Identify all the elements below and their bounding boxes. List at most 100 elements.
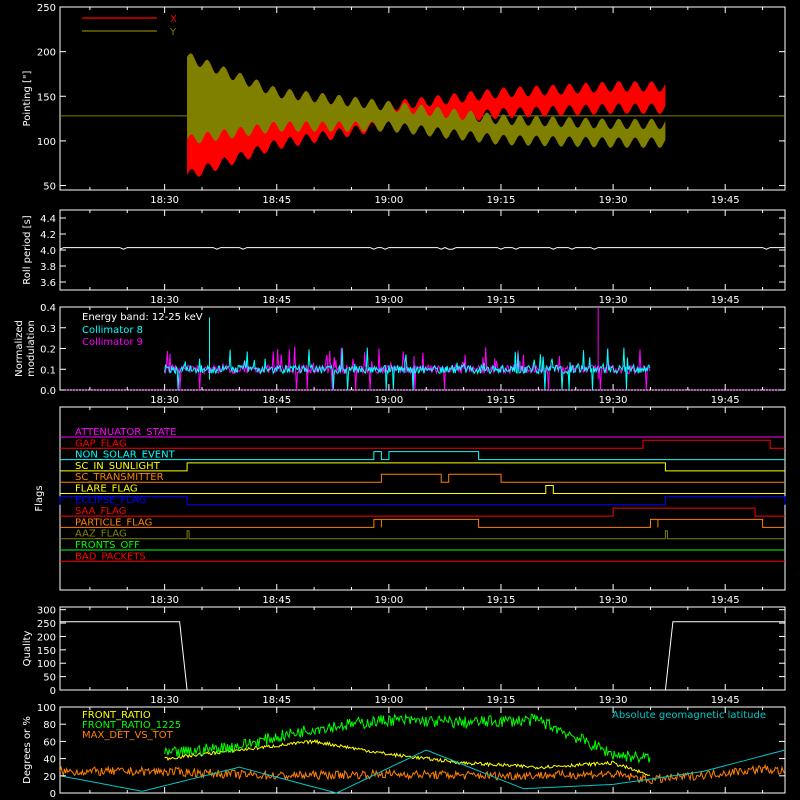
y-tick-label: 60	[43, 737, 56, 748]
legend-label-x: X	[170, 14, 177, 25]
ratio-legend-2: MAX_DET_VS_TOT	[82, 730, 174, 741]
x-tick-label: 18:30	[150, 695, 179, 706]
y-tick-label: 100	[37, 137, 56, 148]
x-tick-label: 19:15	[487, 595, 516, 606]
flag-label-bad-packets: BAD_PACKETS	[75, 551, 146, 562]
ratio-legend-0: FRONT_RATIO	[82, 710, 151, 721]
y-axis-label: Degrees or %	[22, 716, 33, 784]
flag-label-gap-flag: GAP_FLAG	[75, 438, 127, 449]
y-tick-label: 0.4	[40, 303, 56, 314]
y-tick-label: 300	[37, 606, 56, 617]
y-axis-label: Quality	[22, 631, 33, 667]
x-tick-label: 19:00	[374, 195, 403, 206]
flag-line-non-solar-event	[60, 451, 785, 461]
x-tick-label: 18:45	[262, 295, 291, 306]
x-tick-label: 18:45	[262, 695, 291, 706]
y-tick-label: 100	[37, 659, 56, 670]
x-tick-label: 18:45	[262, 195, 291, 206]
flag-label-saa-flag: SAA_FLAG	[75, 506, 126, 517]
y-tick-label: 150	[37, 92, 56, 103]
y-tick-label: 100	[37, 703, 56, 714]
flag-label-fronts-off: FRONTS_OFF	[75, 540, 140, 551]
y-tick-label: 20	[43, 772, 56, 783]
y-axis-label: Roll period [s]	[22, 215, 33, 284]
ratio-series-0	[164, 738, 651, 777]
y-tick-label: 0.2	[40, 345, 56, 356]
flag-label-particle-flag: PARTICLE_FLAG	[75, 517, 152, 528]
flag-line-aaz-flag	[60, 530, 785, 540]
quality-line	[60, 621, 785, 691]
modulation-legend-0: Collimator 8	[82, 325, 143, 336]
y-axis-label: Pointing ["]	[22, 70, 33, 126]
y-axis-label: Flags	[34, 485, 45, 511]
roll-period-line	[59, 247, 785, 250]
y-tick-label: 200	[37, 632, 56, 643]
x-tick-label: 18:30	[150, 195, 179, 206]
x-tick-label: 18:45	[262, 595, 291, 606]
flag-line-sc-transmitter	[60, 473, 785, 483]
panel-frame-quality	[59, 606, 786, 691]
x-tick-label: 19:45	[711, 195, 740, 206]
y-tick-label: 0.0	[40, 386, 56, 397]
x-tick-label: 18:30	[150, 295, 179, 306]
y-tick-label: 4.0	[40, 246, 56, 257]
ratio-series-3	[59, 749, 786, 794]
x-tick-label: 19:00	[374, 295, 403, 306]
panel-frame-pointing	[59, 6, 786, 191]
y-tick-label: 3.8	[40, 262, 56, 273]
flag-label-sc-in-sunlight: SC_IN_SUNLIGHT	[75, 461, 161, 472]
ratio-series-2	[59, 763, 785, 785]
y-tick-label: 200	[37, 48, 56, 59]
flag-line-flare-flag	[60, 485, 785, 494]
x-tick-label: 19:15	[487, 695, 516, 706]
x-tick-label: 19:45	[711, 395, 740, 406]
x-tick-label: 19:30	[599, 695, 628, 706]
flag-label-eclipse-flag: ECLIPSE_FLAG	[75, 495, 146, 506]
x-tick-label: 19:15	[487, 395, 516, 406]
y-tick-label: 150	[37, 646, 56, 657]
flag-line-particle-flag	[60, 518, 785, 528]
pointing-series-y	[187, 53, 666, 149]
x-tick-label: 19:30	[599, 295, 628, 306]
x-tick-label: 19:00	[374, 395, 403, 406]
modulation-legend-1: Collimator 9	[82, 337, 143, 348]
y-tick-label: 0	[50, 789, 56, 800]
ratio-series-1	[164, 713, 651, 764]
flag-label-aaz-flag: AAZ_FLAG	[75, 529, 127, 540]
x-tick-label: 19:15	[487, 195, 516, 206]
flag-label-sc-transmitter: SC_TRANSMITTER	[75, 472, 164, 483]
x-tick-label: 19:15	[487, 295, 516, 306]
x-tick-label: 19:00	[374, 595, 403, 606]
x-tick-label: 19:30	[599, 395, 628, 406]
ratio-legend-1: FRONT_RATIO_1225	[82, 720, 181, 731]
ratio-legend-right: Absolute geomagnetic latitude	[612, 710, 766, 721]
x-tick-label: 18:45	[262, 395, 291, 406]
y-tick-label: 80	[43, 720, 56, 731]
x-tick-label: 19:45	[711, 595, 740, 606]
modulation-series-0	[164, 347, 651, 391]
y-tick-label: 4.4	[40, 214, 56, 225]
y-tick-label: 250	[37, 619, 56, 630]
x-tick-label: 19:00	[374, 695, 403, 706]
panel-frame-roll	[59, 209, 786, 291]
flag-label-attenuator-state: ATTENUATOR_STATE	[75, 427, 176, 438]
flag-label-non-solar-event: NON_SOLAR_EVENT	[75, 450, 176, 461]
flag-line-eclipse-flag	[59, 496, 786, 506]
x-tick-label: 18:30	[150, 395, 179, 406]
x-tick-label: 19:45	[711, 295, 740, 306]
y-tick-label: 50	[43, 182, 56, 193]
flag-line-gap-flag	[60, 439, 785, 449]
y-tick-label: 0	[50, 686, 56, 697]
y-axis-label: modulation	[26, 320, 37, 377]
legend-label-y: Y	[169, 27, 177, 38]
y-tick-label: 0.1	[40, 365, 56, 376]
x-tick-label: 19:30	[599, 195, 628, 206]
y-tick-label: 0.3	[40, 324, 56, 335]
modulation-legend-title: Energy band: 12-25 keV	[82, 312, 203, 323]
x-tick-label: 19:45	[711, 695, 740, 706]
flag-line-sc-in-sunlight	[60, 462, 785, 472]
x-tick-label: 19:30	[599, 595, 628, 606]
y-tick-label: 40	[43, 755, 56, 766]
flag-line-saa-flag	[60, 507, 785, 517]
